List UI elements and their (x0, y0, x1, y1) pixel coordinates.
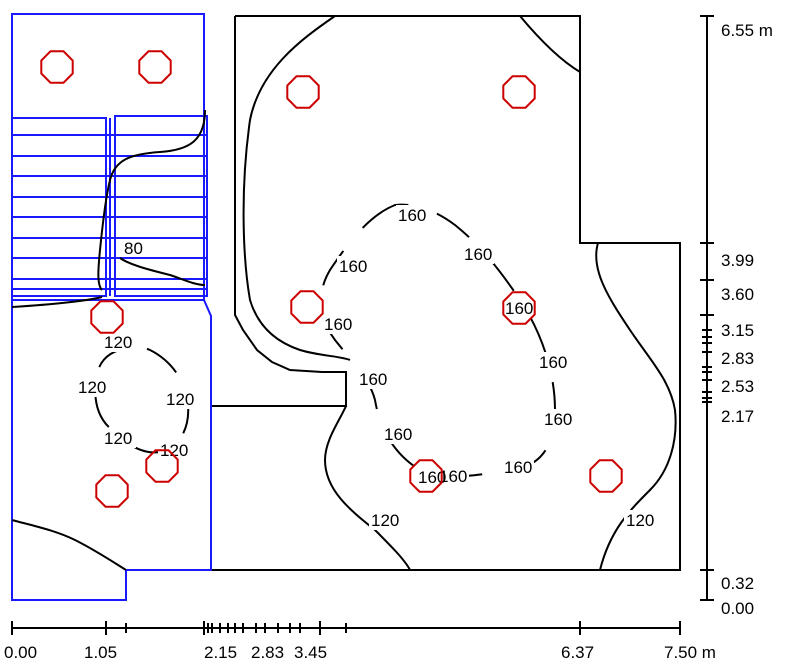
isolines (11, 15, 677, 571)
isoline-left-bottom-divider (11, 296, 103, 308)
label-main-160-8: 160 (542, 409, 574, 429)
y-tick-3.99: 3.99 (721, 251, 754, 270)
isoline-main-outer-top (242, 15, 351, 361)
y-tick-2.53: 2.53 (721, 377, 754, 396)
x-tick-1.05: 1.05 (84, 643, 117, 662)
isoline-main-top-right (519, 15, 581, 73)
svg-text:160: 160 (464, 245, 492, 264)
x-tick-6.37: 6.37 (561, 643, 594, 662)
luminaire-11 (95, 474, 129, 508)
label-left-120-2: 120 (76, 377, 110, 397)
label-main-160-11: 160 (502, 457, 534, 477)
isoline-labels: 160 160 160 160 160 160 160 160 160 160 … (76, 205, 658, 530)
luminaire-2 (138, 50, 172, 84)
x-tick-2.15: 2.15 (204, 643, 237, 662)
label-main-160-5: 160 (322, 314, 354, 334)
label-main-160-2: 160 (462, 244, 494, 264)
y-axis-scale (700, 15, 714, 601)
label-left-120-4: 120 (102, 428, 136, 448)
y-tick-0.32: 0.32 (721, 574, 754, 593)
label-left-120-1: 120 (102, 332, 136, 352)
svg-text:160: 160 (398, 206, 426, 225)
luminaire-4 (502, 75, 536, 109)
y-tick-2.83: 2.83 (721, 349, 754, 368)
svg-text:160: 160 (384, 425, 412, 444)
svg-text:120: 120 (78, 378, 106, 397)
svg-text:80: 80 (124, 239, 143, 258)
label-left-120-5: 120 (158, 440, 192, 460)
svg-text:160: 160 (439, 467, 467, 486)
isoline-main-120-right (595, 242, 677, 571)
label-main-160-6: 160 (537, 352, 569, 372)
svg-text:160: 160 (418, 468, 446, 487)
label-main-160-4: 160 (503, 298, 535, 318)
y-tick-3.60: 3.60 (721, 285, 754, 304)
y-tick-3.15: 3.15 (721, 321, 754, 340)
svg-text:160: 160 (339, 257, 367, 276)
svg-text:160: 160 (504, 458, 532, 477)
x-tick-2.83: 2.83 (251, 643, 284, 662)
label-main-160-1: 160 (396, 205, 428, 225)
luminaire-6 (502, 291, 536, 325)
luminaire-3 (286, 75, 320, 109)
svg-text:120: 120 (371, 511, 399, 530)
isoline-main-120-left (323, 405, 411, 571)
main-room-inner-wall (212, 16, 347, 407)
luminaire-10 (589, 459, 623, 493)
svg-text:120: 120 (104, 429, 132, 448)
isoline-left-bottom (11, 519, 127, 571)
x-tick-7.50: 7.50 m (664, 643, 716, 662)
luminaire-1 (40, 50, 74, 84)
y-axis-labels: 6.55 m 3.99 3.60 3.15 2.83 2.53 2.17 0.3… (721, 21, 773, 618)
luminaire-9 (409, 459, 443, 493)
label-left-120-3: 120 (164, 389, 198, 409)
luminaire-5 (290, 290, 324, 324)
x-tick-0.00: 0.00 (4, 643, 37, 662)
svg-text:120: 120 (160, 441, 188, 460)
y-tick-2.17: 2.17 (721, 407, 754, 426)
stairs-block-right (114, 115, 208, 297)
svg-text:120: 120 (104, 333, 132, 352)
luminaire-8 (145, 449, 179, 483)
luminaire-7 (90, 300, 124, 334)
svg-text:160: 160 (359, 370, 387, 389)
x-axis-labels: 0.00 1.05 2.15 2.83 3.45 6.37 7.50 m (4, 643, 716, 662)
main-room-walls (211, 15, 681, 571)
label-main-160-10: 160 (437, 466, 469, 486)
svg-text:160: 160 (324, 315, 352, 334)
svg-text:120: 120 (166, 390, 194, 409)
stairs-block-left (11, 117, 107, 297)
y-tick-6.55: 6.55 m (721, 21, 773, 40)
label-main-160-12: 160 (418, 468, 446, 487)
lower-left-room (11, 299, 212, 601)
label-main-120-left: 120 (369, 510, 403, 530)
label-main-160-7: 160 (357, 369, 389, 389)
svg-text:160: 160 (505, 299, 533, 318)
main-room-outline (211, 15, 681, 571)
x-tick-3.45: 3.45 (294, 643, 327, 662)
label-main-160-3: 160 (337, 256, 369, 276)
isoline-main-160 (319, 203, 557, 478)
label-main-120-right: 120 (624, 510, 658, 530)
label-left-80: 80 (123, 239, 147, 258)
svg-text:160: 160 (544, 410, 572, 429)
y-tick-0.00: 0.00 (721, 599, 754, 618)
label-main-160-9: 160 (382, 424, 414, 444)
svg-text:120: 120 (626, 511, 654, 530)
stair-treads (12, 134, 207, 290)
isoline-left-80 (97, 109, 206, 291)
left-area-outline (11, 13, 212, 601)
x-axis-scale (11, 621, 681, 635)
svg-text:160: 160 (539, 353, 567, 372)
luminaires (40, 50, 623, 508)
